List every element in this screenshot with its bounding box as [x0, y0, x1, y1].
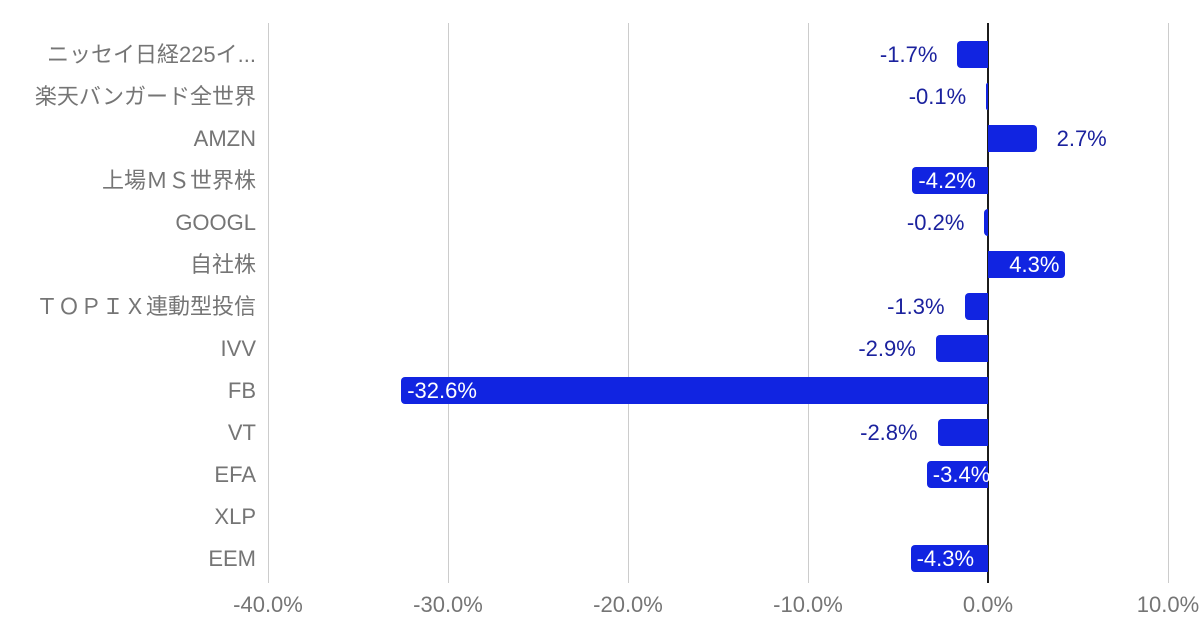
bar	[926, 461, 988, 488]
x-axis-tick-label: -10.0%	[773, 592, 843, 617]
bar-value-annotation: -0.2%	[906, 209, 965, 235]
x-axis-tick-label: -40.0%	[233, 592, 303, 617]
bar	[988, 251, 1066, 278]
bar-value-annotation: -2.8%	[860, 419, 918, 445]
bar	[988, 125, 1037, 152]
category-label: EEM	[208, 545, 256, 571]
bar-value-annotation: 2.7%	[1056, 125, 1107, 151]
bar	[935, 335, 988, 362]
bar-value-annotation: -4.2%	[918, 167, 976, 193]
category-label: VT	[227, 419, 256, 445]
zero-axis-line	[987, 23, 989, 583]
category-label: GOOGL	[175, 209, 256, 235]
gridline	[448, 23, 449, 583]
bar	[910, 545, 988, 572]
bar	[401, 377, 988, 404]
x-axis-tick-label: -20.0%	[593, 592, 663, 617]
bar-value-annotation: -1.3%	[887, 293, 945, 319]
category-label: FB	[227, 377, 256, 403]
bar-value-annotation: -0.1%	[908, 83, 967, 109]
bar-value-annotation: -32.6%	[407, 377, 477, 403]
category-label: 楽天バンガード全世界	[34, 83, 256, 109]
bar-value-annotation: -2.9%	[858, 335, 916, 361]
category-label: XLP	[214, 503, 256, 529]
bar-value-annotation: -4.3%	[916, 545, 975, 571]
bar	[984, 209, 988, 236]
bar-value-annotation: -3.4%	[932, 461, 991, 487]
category-label: 自社株	[189, 251, 256, 277]
bar	[986, 83, 988, 110]
gridline	[808, 23, 809, 583]
category-label: EFA	[214, 461, 256, 487]
bar	[964, 293, 988, 320]
x-axis-tick-label: -30.0%	[413, 592, 483, 617]
bar-value-annotation: 4.3%	[1009, 251, 1060, 277]
category-label: IVV	[220, 335, 256, 361]
gridline	[628, 23, 629, 583]
category-label: ＴＯＰＩＸ連動型投信	[35, 293, 256, 319]
category-label: AMZN	[193, 125, 256, 151]
category-label: 上場ＭＳ世界株	[101, 167, 256, 193]
gridline	[1168, 23, 1169, 583]
x-axis-tick-label: 0.0%	[962, 592, 1014, 617]
category-label: ニッセイ日経225イ...	[46, 41, 256, 67]
bar	[957, 41, 988, 68]
bar	[937, 419, 988, 446]
gridline	[268, 23, 269, 583]
bar-value-annotation: -1.7%	[879, 41, 938, 67]
bar	[912, 167, 988, 194]
x-axis-tick-label: 10.0%	[1136, 592, 1200, 617]
